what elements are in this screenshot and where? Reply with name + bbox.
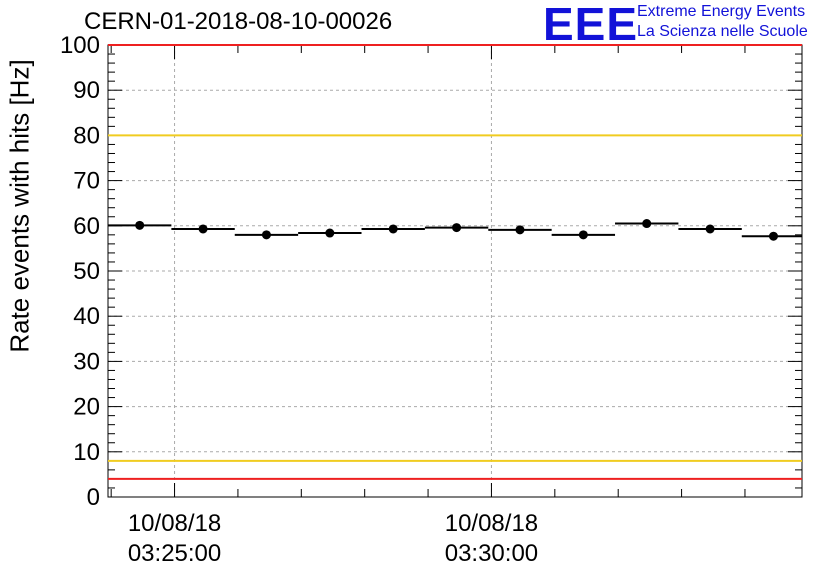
y-tick-label: 40 xyxy=(73,303,100,330)
y-tick-label: 10 xyxy=(73,439,100,466)
y-tick-label: 80 xyxy=(73,122,100,149)
y-tick-label: 20 xyxy=(73,394,100,421)
y-tick-label: 100 xyxy=(60,32,100,59)
data-point xyxy=(452,223,462,233)
data-point xyxy=(515,225,525,235)
logo-line-1: Extreme Energy Events xyxy=(637,3,806,20)
x-tick-label: 10/08/18 03:25:00 xyxy=(105,509,245,569)
eee-logo-mark: EEE xyxy=(543,0,639,50)
y-tick-label: 30 xyxy=(73,348,100,375)
data-point xyxy=(642,219,652,229)
x-tick-date: 10/08/18 xyxy=(127,510,222,537)
data-point xyxy=(388,224,398,234)
data-point xyxy=(261,230,271,240)
y-tick-label: 70 xyxy=(73,168,100,195)
data-point xyxy=(768,231,778,241)
data-point xyxy=(578,230,588,240)
y-tick-label: 50 xyxy=(73,258,100,285)
data-point xyxy=(705,224,715,234)
x-tick-time: 03:30:00 xyxy=(444,540,539,567)
y-tick-label: 90 xyxy=(73,77,100,104)
chart-title: CERN-01-2018-08-10-00026 xyxy=(84,8,393,35)
logo-line-2: La Scienza nelle Scuole xyxy=(637,23,808,40)
y-tick-label: 60 xyxy=(73,213,100,240)
data-point xyxy=(325,228,335,238)
y-tick-label: 0 xyxy=(87,484,100,511)
data-point xyxy=(198,224,208,234)
x-tick-time: 03:25:00 xyxy=(127,540,222,567)
x-tick-label: 10/08/18 03:30:00 xyxy=(421,509,561,569)
data-point xyxy=(135,220,145,230)
x-tick-date: 10/08/18 xyxy=(444,510,539,537)
